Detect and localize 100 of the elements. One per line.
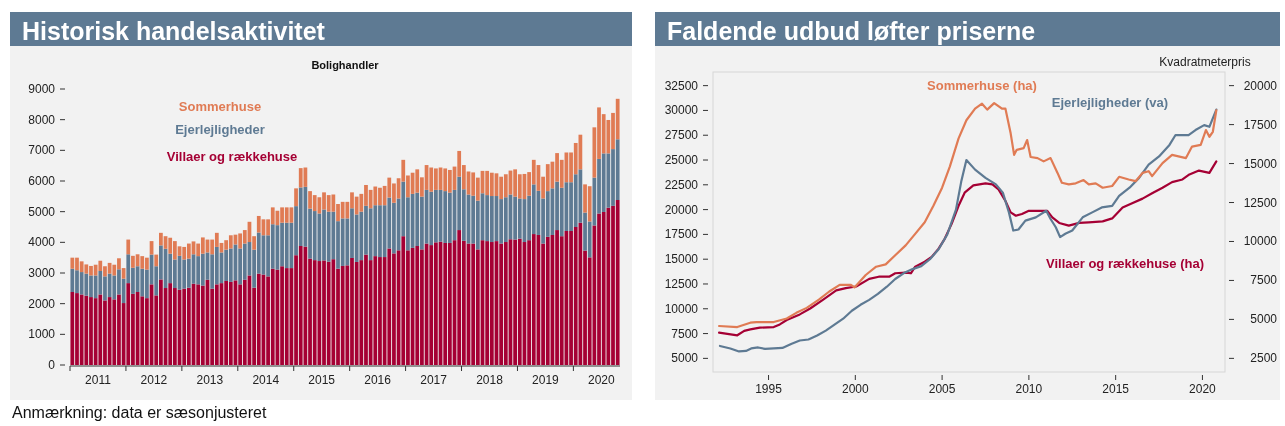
- bar: [298, 246, 303, 365]
- text: Ejerlejligheder: [175, 122, 265, 137]
- bar: [447, 192, 452, 243]
- y2-tick-label: 10000: [1243, 234, 1278, 249]
- y-tick-label: 4000: [28, 235, 56, 250]
- bar: [373, 186, 378, 206]
- bar: [214, 284, 219, 365]
- bar: [489, 196, 494, 243]
- bar: [443, 242, 448, 365]
- bar: [228, 248, 233, 282]
- bar: [228, 281, 233, 365]
- bar: [270, 268, 275, 365]
- bar: [429, 191, 434, 246]
- bar: [140, 296, 145, 365]
- bar: [326, 261, 331, 365]
- bar: [312, 260, 317, 365]
- bar: [387, 248, 392, 365]
- bar: [242, 279, 247, 365]
- bar: [79, 261, 84, 273]
- x-tick-label: 2013: [196, 373, 224, 387]
- y-tick-label: 22500: [664, 177, 699, 192]
- bar: [489, 242, 494, 365]
- y-tick-label: 5000: [671, 351, 699, 366]
- bar: [98, 294, 103, 365]
- bar: [70, 292, 75, 365]
- chart-title: Faldende udbud løfter priserne: [667, 17, 1036, 45]
- bar: [513, 169, 518, 197]
- bar: [368, 208, 373, 261]
- text: Villaer og rækkehuse: [166, 149, 298, 164]
- bar: [84, 295, 89, 365]
- bar: [485, 170, 490, 196]
- text: Sommerhuse: [178, 99, 262, 114]
- bar: [93, 298, 98, 365]
- bar: [471, 243, 476, 365]
- text: Anmærkning: data er sæsonjusteret: [12, 404, 267, 421]
- bar: [368, 189, 373, 209]
- y-tick-label: 7000: [28, 143, 56, 158]
- x-tick-label: 2018: [476, 373, 504, 387]
- bar: [513, 196, 518, 240]
- bar: [499, 176, 504, 200]
- bar: [168, 253, 173, 284]
- y-tick-label: 30000: [664, 103, 699, 118]
- y-tick-label: 10000: [664, 301, 699, 316]
- x-tick-label: 2015: [1102, 382, 1130, 396]
- y2-tick-label: 12500: [1243, 195, 1278, 210]
- bar: [126, 283, 131, 365]
- bar: [373, 256, 378, 365]
- bar: [182, 259, 187, 289]
- bar: [154, 254, 159, 267]
- bar: [182, 246, 187, 260]
- bar: [443, 191, 448, 243]
- bar: [606, 153, 611, 208]
- bar: [489, 172, 494, 197]
- bar: [284, 268, 289, 365]
- bar: [499, 243, 504, 365]
- bar: [186, 258, 191, 288]
- y-tick-label: 20000: [664, 202, 699, 217]
- bar: [224, 280, 229, 365]
- bar: [140, 256, 145, 269]
- bar: [340, 265, 345, 365]
- bar: [294, 188, 298, 207]
- bar: [503, 174, 508, 198]
- bar: [186, 287, 191, 365]
- x-tick-label: 1995: [755, 382, 783, 396]
- x-tick-label: 2012: [140, 373, 168, 387]
- bar: [70, 257, 75, 269]
- bar: [429, 167, 434, 192]
- text: Ejerlejligheder (va): [1051, 95, 1169, 110]
- y-tick-label: 12500: [664, 276, 699, 291]
- y2-axis-title: Kvadratmeterpris: [1159, 55, 1251, 69]
- y-tick-label: 5000: [28, 204, 56, 219]
- text: Villaer og rækkehuse (ha): [1046, 256, 1204, 271]
- bar: [284, 222, 289, 269]
- bar: [84, 264, 89, 274]
- bar: [79, 272, 84, 295]
- x-tick-label: 2014: [252, 373, 280, 387]
- bar: [401, 236, 406, 365]
- bar: [79, 294, 84, 365]
- bar: [228, 235, 233, 249]
- bar: [93, 275, 98, 299]
- y2-tick-label: 20000: [1243, 78, 1278, 93]
- bar: [443, 168, 448, 192]
- bar: [168, 283, 173, 365]
- bar: [186, 243, 191, 259]
- bar: [200, 253, 205, 286]
- x-tick-label: 2000: [841, 382, 869, 396]
- bar: [331, 259, 336, 365]
- x-tick-label: 2019: [532, 373, 560, 387]
- y2-tick-label: 17500: [1243, 117, 1278, 132]
- bar: [317, 261, 322, 365]
- y-tick-label: 2000: [28, 296, 56, 311]
- y-tick-label: 6000: [28, 174, 56, 188]
- bar: [340, 218, 345, 266]
- bar: [93, 264, 98, 276]
- bar: [499, 199, 504, 244]
- bar: [214, 246, 219, 285]
- bar: [573, 227, 578, 365]
- line-series: [717, 160, 1218, 337]
- bar: [140, 268, 145, 297]
- x-tick-label: 2016: [364, 373, 392, 387]
